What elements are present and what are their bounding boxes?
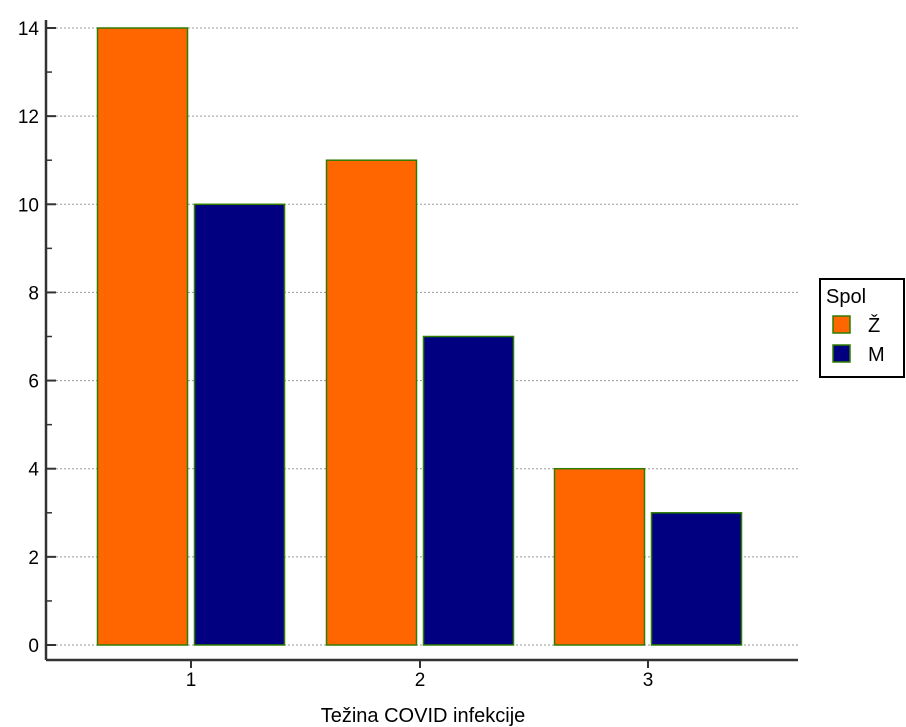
bar-m-2 — [422, 335, 515, 646]
bar-m-1 — [193, 203, 286, 646]
y-tick-label: 10 — [18, 195, 39, 216]
bar-z-2 — [325, 159, 418, 646]
y-tick-label: 2 — [28, 548, 39, 569]
legend-swatch-z — [832, 315, 851, 334]
y-tick-label: 0 — [28, 636, 39, 657]
legend-label-z: Ž — [868, 314, 880, 337]
x-tick-label: 3 — [643, 670, 654, 691]
legend-swatch-m — [832, 344, 851, 363]
axes — [44, 20, 798, 668]
y-tick-label: 4 — [28, 460, 39, 481]
y-tick-label: 6 — [28, 372, 39, 393]
bars — [96, 27, 743, 646]
y-tick-labels: 0 2 4 6 8 10 12 14 — [18, 19, 40, 657]
legend: Spol Ž M — [819, 278, 905, 378]
y-tick-label: 8 — [28, 283, 39, 304]
y-tick-label: 12 — [18, 107, 39, 128]
bar-m-3 — [650, 512, 743, 646]
y-tick-label: 14 — [18, 19, 40, 40]
bar-z-3 — [553, 467, 646, 646]
legend-label-m: M — [868, 344, 885, 366]
x-axis-title: Težina COVID infekcije — [321, 705, 526, 727]
x-tick-label: 1 — [186, 670, 197, 691]
bar-z-1 — [96, 27, 189, 646]
x-tick-label: 2 — [415, 670, 426, 691]
legend-title: Spol — [826, 286, 866, 308]
x-tick-labels: 1 2 3 — [186, 670, 654, 691]
